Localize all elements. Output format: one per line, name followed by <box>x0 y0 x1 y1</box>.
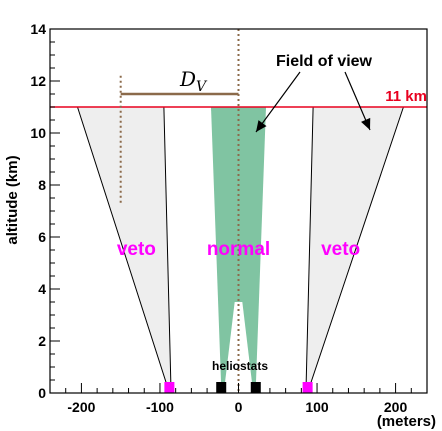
dv-label-main: D <box>179 67 196 91</box>
veto-heliostat-marker <box>164 382 175 393</box>
x-axis-title: (meters) <box>377 413 436 430</box>
field-of-view-label: Field of view <box>276 53 373 70</box>
x-tick-label: 0 <box>235 399 243 415</box>
region-label-normal: normal <box>207 239 270 260</box>
altitude-line-label: 11 km <box>385 88 427 105</box>
y-tick-label: 2 <box>38 333 46 349</box>
y-tick-label: 12 <box>30 73 46 89</box>
y-tick-label: 4 <box>38 281 46 297</box>
dv-label-sub: V <box>196 79 208 95</box>
y-tick-label: 14 <box>30 21 46 37</box>
y-tick-label: 6 <box>38 229 46 245</box>
region-label-veto: veto <box>321 239 360 260</box>
x-tick-label: 100 <box>305 399 329 415</box>
dv-label: DV <box>179 67 208 95</box>
region-labels: veto normal veto <box>117 239 360 260</box>
y-tick-label: 8 <box>38 177 46 193</box>
fov-arrow-right-head <box>361 117 371 130</box>
y-axis-title: altitude (km) <box>4 155 21 244</box>
heliostat-marker <box>250 382 261 393</box>
regions-layer <box>76 106 405 389</box>
veto-heliostat-marker <box>302 382 313 393</box>
x-tick-label: 200 <box>384 399 408 415</box>
y-tick-label: 0 <box>38 385 46 401</box>
fov-arrow-left-head <box>256 120 267 132</box>
y-tick-label: 10 <box>30 125 46 141</box>
lines-layer <box>50 29 427 393</box>
region-label-veto: veto <box>117 239 156 260</box>
heliostat-marker <box>216 382 227 393</box>
x-tick-label: -100 <box>146 399 174 415</box>
heliostats-label: heliostats <box>212 359 268 373</box>
fov-arrow-left <box>255 71 301 133</box>
axis-ticks: 0 2 4 6 8 10 12 14 -200 -100 0 100 200 <box>30 21 428 415</box>
x-tick-label: -200 <box>67 399 95 415</box>
